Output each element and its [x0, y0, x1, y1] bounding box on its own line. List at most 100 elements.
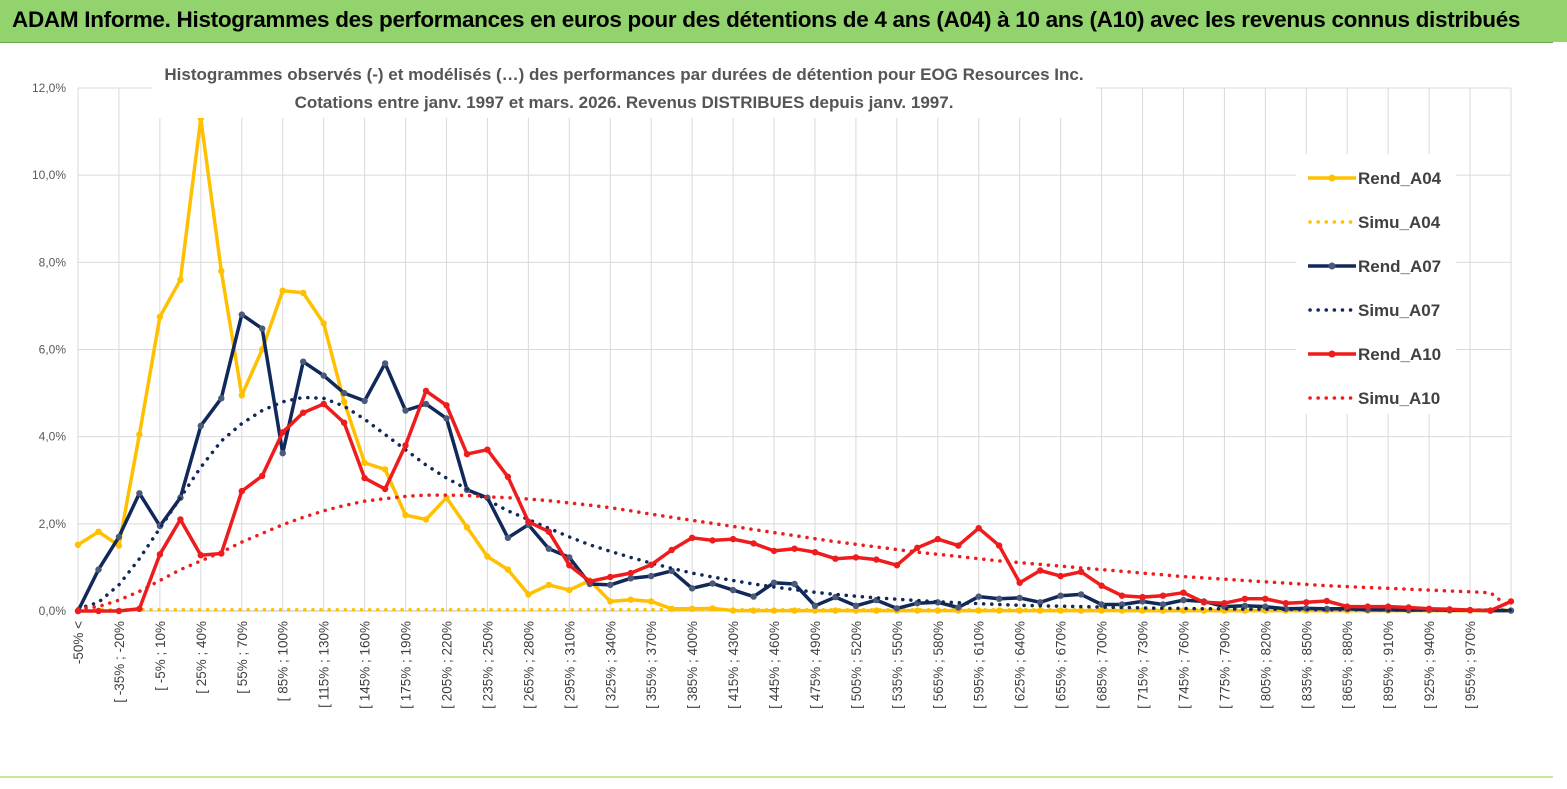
x-tick-label: [ 265% ; 280%: [521, 621, 536, 709]
data-point-rend-a10: [422, 387, 430, 395]
data-point-rend-a04: [279, 287, 286, 294]
data-point-rend-a04: [422, 516, 430, 523]
data-point-rend-a04: [402, 511, 409, 519]
x-axis: -50% < [ -35% ; -20% [ -5% ; 10% [ 25% ; 40…: [71, 610, 1511, 709]
gridlines: [77, 87, 1512, 612]
y-tick-label: 10,0%: [32, 168, 66, 182]
data-point-rend-a07: [1159, 601, 1167, 608]
data-point-rend-a10: [668, 546, 675, 554]
data-point-rend-a07: [770, 579, 778, 586]
data-point-rend-a07: [688, 585, 696, 592]
data-point-rend-a10: [1180, 589, 1187, 596]
data-point-rend-a07: [218, 395, 225, 402]
performance-histogram-chart: 0,0% 2,0% 4,0% 6,0% 8,0% 10,0% 12,0% -50% < [ -…: [32, 56, 1515, 709]
report-title: ADAM Informe. Histogrammes des performan…: [12, 7, 1521, 32]
data-point-rend-a10: [1282, 600, 1290, 607]
data-point-rend-a10: [300, 409, 307, 416]
x-tick-label: [ 865% ; 880%: [1340, 621, 1355, 709]
data-point-rend-a04: [361, 459, 368, 466]
data-point-rend-a10: [586, 578, 593, 585]
x-tick-label: [ 355% ; 370%: [644, 621, 659, 709]
x-tick-label: [ 325% ; 340%: [603, 621, 618, 709]
data-point-rend-a10: [1077, 568, 1085, 575]
data-point-rend-a10: [1118, 592, 1126, 599]
x-tick-label: [ 625% ; 640%: [1013, 621, 1028, 709]
data-point-rend-a10: [1159, 592, 1167, 599]
x-tick-label: [ 505% ; 520%: [849, 621, 864, 709]
x-tick-label: [ 745% ; 760%: [1176, 621, 1191, 709]
data-point-rend-a04: [340, 398, 348, 405]
data-point-rend-a04: [504, 566, 512, 573]
data-point-rend-a10: [893, 562, 901, 569]
data-point-rend-a10: [525, 518, 532, 525]
data-point-rend-a10: [832, 555, 839, 562]
data-point-rend-a10: [1344, 603, 1351, 610]
data-point-rend-a04: [525, 591, 532, 598]
data-point-rend-a10: [1405, 604, 1412, 611]
data-point-rend-a10: [259, 472, 266, 480]
data-point-rend-a10: [791, 545, 798, 552]
y-tick-label: 8,0%: [39, 255, 67, 269]
data-point-rend-a04: [648, 598, 655, 605]
series-lines: [74, 115, 1515, 615]
data-point-rend-a10: [688, 534, 696, 541]
legend-label-rend-a04: Rend_A04: [1358, 169, 1442, 188]
data-point-rend-a10: [136, 605, 143, 612]
data-point-rend-a04: [607, 598, 614, 605]
x-tick-label: -50% <: [71, 621, 86, 664]
data-point-rend-a10: [320, 400, 327, 408]
data-point-rend-a07: [1057, 592, 1064, 599]
data-point-rend-a10: [1487, 607, 1494, 614]
x-tick-label: [ 25% ; 40%: [194, 621, 209, 694]
legend-label-rend-a10: Rend_A10: [1358, 345, 1441, 364]
data-point-rend-a10: [1507, 598, 1515, 605]
y-tick-label: 2,0%: [39, 517, 67, 531]
data-point-rend-a10: [402, 442, 409, 449]
data-point-rend-a10: [115, 607, 123, 615]
legend-label-simu-a04: Simu_A04: [1358, 213, 1441, 232]
data-point-rend-a07: [95, 566, 102, 573]
data-point-rend-a10: [238, 487, 245, 495]
data-point-rend-a04: [873, 607, 880, 614]
data-point-rend-a07: [422, 400, 430, 408]
data-point-rend-a07: [791, 580, 798, 588]
x-tick-label: [ 565% ; 580%: [931, 621, 946, 709]
x-tick-label: [ 115% ; 130%: [317, 621, 332, 708]
data-point-rend-a10: [95, 607, 102, 615]
data-point-rend-a07: [729, 586, 737, 594]
data-point-rend-a07: [340, 389, 348, 397]
data-point-rend-a07: [238, 311, 245, 318]
data-point-rend-a10: [156, 551, 164, 558]
data-point-rend-a07: [1077, 591, 1085, 598]
x-tick-label: [ 145% ; 160%: [358, 621, 373, 709]
x-tick-label: [ 445% ; 460%: [767, 621, 782, 709]
data-point-rend-a10: [1303, 599, 1310, 606]
y-axis: 0,0% 2,0% 4,0% 6,0% 8,0% 10,0% 12,0%: [32, 81, 66, 618]
data-point-rend-a07: [750, 593, 757, 600]
x-tick-label: [ 85% ; 100%: [276, 621, 291, 701]
data-point-rend-a10: [1221, 600, 1228, 607]
legend-marker-rend-a10: [1328, 350, 1336, 358]
data-point-rend-a04: [832, 607, 839, 614]
data-point-rend-a10: [1241, 595, 1249, 602]
data-point-rend-a10: [770, 547, 778, 555]
data-point-rend-a04: [238, 392, 245, 399]
data-point-rend-a10: [873, 556, 880, 563]
data-point-rend-a07: [955, 604, 962, 611]
data-point-rend-a07: [115, 533, 123, 541]
data-point-rend-a07: [1241, 602, 1249, 609]
data-point-rend-a10: [934, 535, 941, 543]
data-point-rend-a07: [648, 572, 655, 580]
data-point-rend-a10: [504, 473, 512, 480]
series-line-simu-a10: [76, 493, 1513, 611]
data-point-rend-a04: [545, 581, 552, 589]
data-point-rend-a07: [402, 407, 409, 414]
data-point-rend-a07: [320, 372, 327, 379]
legend-marker-rend-a04: [1328, 174, 1336, 182]
x-tick-label: [ 655% ; 670%: [1054, 621, 1069, 709]
data-point-rend-a07: [259, 325, 266, 332]
bottom-border: [0, 776, 1553, 778]
data-point-rend-a10: [1200, 599, 1208, 606]
data-point-rend-a04: [627, 596, 634, 603]
data-point-rend-a10: [566, 562, 573, 569]
